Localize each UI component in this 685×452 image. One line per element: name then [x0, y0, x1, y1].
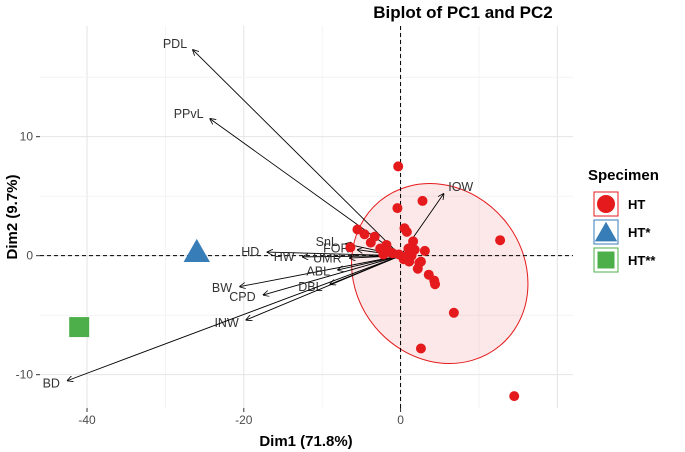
arrow-label: HW: [274, 250, 295, 264]
legend-label: HT: [628, 197, 645, 212]
x-tick-label: -20: [235, 413, 253, 427]
legend-key-square-icon: [597, 251, 615, 269]
y-tick-label: 0: [26, 249, 33, 263]
arrow-abl: ABL: [306, 255, 401, 279]
legend-item-ht: HT: [593, 191, 645, 217]
arrow-label: BW: [212, 281, 232, 295]
data-point: [417, 195, 428, 206]
data-point: [352, 224, 363, 235]
data-point: [430, 279, 441, 290]
arrow-line: [263, 255, 401, 295]
y-tick-label: 10: [20, 130, 34, 144]
legend: Specimen HT HT* HT**: [588, 167, 659, 273]
arrow-label: PDL: [163, 37, 187, 51]
arrow-label: BD: [43, 376, 60, 390]
x-axis-label: Dim1 (71.8%): [259, 433, 352, 450]
chart-title: Biplot of PC1 and PC2: [373, 3, 552, 22]
legend-item-htstarstar: HT**: [593, 247, 656, 273]
data-point: [183, 238, 210, 263]
arrow-line: [338, 255, 401, 270]
arrow-label: SnL: [316, 235, 338, 249]
arrow-label: ABL: [306, 265, 330, 279]
x-tick-label: -40: [78, 413, 96, 427]
y-axis-label: Dim2 (9.7%): [4, 174, 21, 259]
arrow-bd: BD: [43, 255, 401, 390]
data-point: [408, 236, 419, 247]
y-tick-label: -10: [16, 368, 34, 382]
arrow-label: UMR: [313, 251, 341, 265]
score-points: [69, 161, 520, 402]
legend-title: Specimen: [588, 167, 659, 184]
legend-key-circle-icon: [597, 195, 615, 213]
axes: -40 -20 0 -10 0 10: [16, 130, 405, 427]
arrow-label: IOW: [448, 180, 473, 194]
data-point: [415, 343, 426, 354]
data-point: [359, 229, 370, 240]
legend-label: HT*: [628, 225, 651, 240]
data-point: [419, 245, 430, 256]
ellipse-ht: [351, 183, 529, 364]
legend-label: HT**: [628, 253, 656, 268]
arrow-cpd: CPD: [229, 255, 401, 304]
data-point: [69, 317, 90, 338]
x-tick-label: 0: [397, 413, 404, 427]
data-point: [448, 307, 459, 318]
arrow-pdl: PDL: [163, 37, 401, 256]
data-point: [365, 237, 376, 248]
arrow-label: CPD: [229, 290, 255, 304]
data-point: [393, 161, 404, 172]
data-point: [392, 203, 403, 214]
arrow-line: [67, 255, 401, 381]
group-htstarstar: [69, 317, 90, 338]
data-point: [423, 269, 434, 280]
arrow-bw: BW: [212, 255, 401, 295]
arrow-label: INW: [214, 316, 239, 330]
arrow-label: PPvL: [174, 107, 204, 121]
arrow-line: [240, 255, 401, 287]
arrow-line: [193, 50, 401, 256]
arrow-label: FOR: [323, 242, 349, 256]
data-point: [509, 391, 520, 402]
data-point: [378, 249, 389, 260]
data-point: [401, 226, 412, 237]
group-htstar: [183, 238, 210, 263]
arrow-label: DBL: [298, 280, 322, 294]
data-point: [495, 235, 506, 246]
data-point: [404, 256, 415, 267]
plot-background: [40, 26, 573, 408]
arrow-inw: INW: [214, 255, 401, 330]
arrow-line: [246, 255, 401, 320]
legend-item-htstar: HT*: [593, 219, 651, 245]
data-point: [415, 256, 426, 267]
confidence-ellipse: [351, 183, 529, 364]
data-point: [345, 242, 356, 253]
arrow-label: HD: [241, 245, 259, 259]
group-ht: [345, 161, 520, 402]
legend-key-triangle-icon: [594, 221, 618, 242]
